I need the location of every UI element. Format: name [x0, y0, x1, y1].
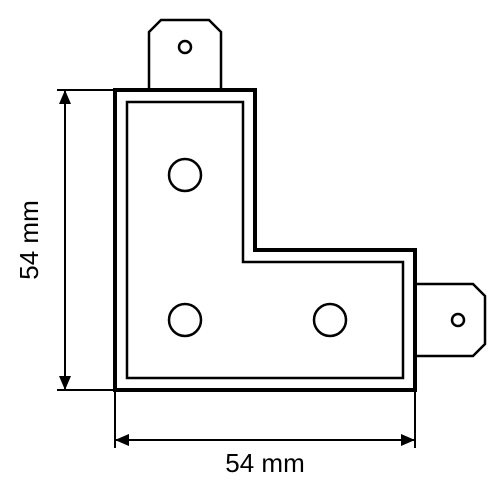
dimension-label-vertical: 54 mm [14, 200, 44, 279]
dimension-vertical: 54 mm [14, 90, 115, 390]
bracket-technical-drawing: 54 mm 54 mm [0, 0, 500, 500]
bracket-outer-outline [115, 90, 415, 390]
dimension-horizontal: 54 mm [115, 390, 415, 478]
tab-top [149, 20, 221, 90]
tab-right [415, 284, 485, 356]
dimension-label-horizontal: 54 mm [225, 448, 304, 478]
